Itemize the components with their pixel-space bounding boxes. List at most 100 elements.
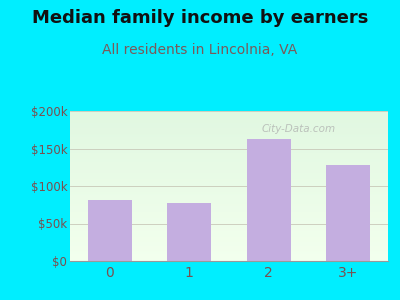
Bar: [247, 139, 291, 261]
Bar: [70, 167, 388, 168]
Bar: [70, 248, 388, 249]
Bar: [70, 141, 388, 142]
Bar: [70, 260, 388, 261]
Bar: [70, 208, 388, 210]
Bar: [70, 162, 388, 164]
Bar: [70, 207, 388, 208]
Bar: [70, 204, 388, 206]
Bar: [70, 123, 388, 124]
Bar: [70, 117, 388, 118]
Bar: [70, 168, 388, 170]
Bar: [70, 216, 388, 218]
Bar: [70, 150, 388, 152]
Bar: [70, 213, 388, 214]
Bar: [70, 190, 388, 192]
Bar: [70, 130, 388, 132]
Bar: [70, 224, 388, 225]
Bar: [70, 176, 388, 177]
Bar: [70, 249, 388, 250]
Bar: [70, 198, 388, 200]
Bar: [70, 140, 388, 141]
Bar: [70, 255, 388, 256]
Text: All residents in Lincolnia, VA: All residents in Lincolnia, VA: [102, 44, 298, 58]
Bar: [70, 210, 388, 212]
Bar: [70, 250, 388, 252]
Bar: [70, 186, 388, 188]
Bar: [70, 136, 388, 138]
Bar: [70, 142, 388, 144]
Bar: [70, 159, 388, 160]
Bar: [70, 177, 388, 178]
Bar: [70, 111, 388, 112]
Bar: [88, 200, 132, 261]
Bar: [70, 201, 388, 202]
Bar: [70, 242, 388, 243]
Bar: [70, 146, 388, 147]
Bar: [70, 196, 388, 198]
Bar: [70, 144, 388, 146]
Bar: [70, 220, 388, 222]
Bar: [70, 164, 388, 165]
Bar: [70, 128, 388, 129]
Bar: [70, 228, 388, 230]
Bar: [70, 184, 388, 186]
Bar: [70, 180, 388, 182]
Bar: [70, 188, 388, 189]
Bar: [70, 138, 388, 140]
Bar: [70, 122, 388, 123]
Bar: [70, 212, 388, 213]
Bar: [70, 183, 388, 184]
Bar: [70, 165, 388, 166]
Bar: [70, 154, 388, 156]
Bar: [70, 182, 388, 183]
Bar: [70, 156, 388, 158]
Bar: [70, 178, 388, 180]
Bar: [70, 134, 388, 135]
Bar: [70, 192, 388, 194]
Bar: [70, 230, 388, 231]
Bar: [70, 222, 388, 224]
Bar: [70, 200, 388, 201]
Bar: [70, 234, 388, 236]
Bar: [70, 129, 388, 130]
Bar: [70, 226, 388, 228]
Bar: [70, 206, 388, 207]
Bar: [70, 147, 388, 148]
Bar: [70, 256, 388, 258]
Bar: [70, 202, 388, 204]
Bar: [70, 126, 388, 128]
Bar: [70, 153, 388, 154]
Text: Median family income by earners: Median family income by earners: [32, 9, 368, 27]
Bar: [70, 152, 388, 153]
Bar: [70, 240, 388, 242]
Bar: [70, 120, 388, 122]
Bar: [70, 236, 388, 237]
Bar: [70, 112, 388, 114]
Bar: [70, 171, 388, 172]
Bar: [70, 169, 388, 171]
Bar: [70, 148, 388, 150]
Text: City-Data.com: City-Data.com: [262, 124, 336, 134]
Bar: [70, 238, 388, 240]
Bar: [326, 165, 370, 261]
Bar: [70, 243, 388, 244]
Bar: [70, 246, 388, 247]
Bar: [70, 195, 388, 196]
Bar: [70, 231, 388, 232]
Bar: [70, 232, 388, 234]
Bar: [70, 194, 388, 195]
Bar: [70, 252, 388, 254]
Bar: [70, 132, 388, 134]
Bar: [70, 218, 388, 219]
Bar: [70, 135, 388, 136]
Bar: [70, 258, 388, 260]
Bar: [70, 114, 388, 116]
Bar: [70, 244, 388, 246]
Bar: [70, 174, 388, 176]
Bar: [70, 116, 388, 117]
Bar: [70, 158, 388, 159]
Bar: [70, 254, 388, 255]
Bar: [167, 202, 211, 261]
Bar: [70, 160, 388, 162]
Bar: [70, 189, 388, 190]
